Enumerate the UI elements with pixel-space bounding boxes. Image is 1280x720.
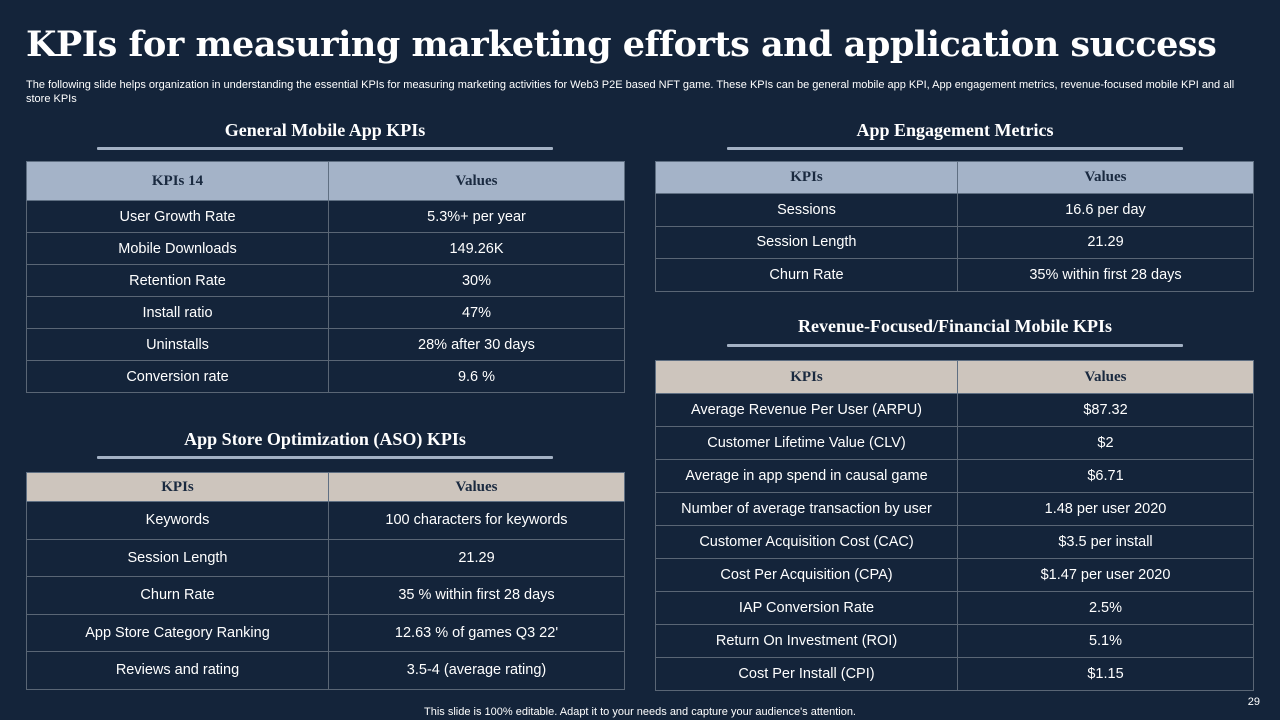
- engagement-col-values-header: Values: [957, 161, 1254, 194]
- kpi-name-cell: Uninstalls: [26, 328, 329, 361]
- table-row: Session Length 21.29: [26, 538, 625, 577]
- kpi-name-cell: Install ratio: [26, 296, 329, 329]
- kpi-value-cell: 28% after 30 days: [328, 328, 625, 361]
- kpi-value-cell: $6.71: [957, 459, 1254, 493]
- kpi-name-cell: Customer Lifetime Value (CLV): [655, 426, 958, 460]
- engagement-table: KPIs Values Sessions 16.6 per day Session …: [655, 161, 1254, 292]
- table-row: Install ratio 47%: [26, 296, 625, 329]
- table-row: Mobile Downloads 149.26K: [26, 232, 625, 265]
- kpi-name-cell: Average in app spend in causal game: [655, 459, 958, 493]
- kpi-value-cell: 100 characters for keywords: [328, 501, 625, 540]
- kpi-name-cell: Mobile Downloads: [26, 232, 329, 265]
- table-row: Cost Per Acquisition (CPA) $1.47 per user…: [655, 558, 1254, 592]
- general-kpis-table: KPIs 14 Values User Growth Rate 5.3%+ per…: [26, 161, 625, 393]
- table-row: Keywords 100 characters for keywords: [26, 501, 625, 540]
- table-row: Customer Acquisition Cost (CAC) $3.5 per …: [655, 525, 1254, 559]
- kpi-value-cell: 21.29: [957, 225, 1254, 259]
- table-row: Session Length 21.29: [655, 225, 1254, 259]
- table-row: Reviews and rating 3.5-4 (average rating): [26, 651, 625, 690]
- kpi-name-cell: IAP Conversion Rate: [655, 591, 958, 625]
- kpi-name-cell: Customer Acquisition Cost (CAC): [655, 525, 958, 559]
- table-row: Average in app spend in causal game $6.71: [655, 459, 1254, 493]
- kpi-value-cell: $1.15: [957, 657, 1254, 691]
- kpi-value-cell: $87.32: [957, 393, 1254, 427]
- kpi-value-cell: $3.5 per install: [957, 525, 1254, 559]
- kpi-name-cell: Average Revenue Per User (ARPU): [655, 393, 958, 427]
- kpi-name-cell: Return On Investment (ROI): [655, 624, 958, 658]
- kpi-value-cell: 5.3%+ per year: [328, 200, 625, 233]
- table-row: Return On Investment (ROI) 5.1%: [655, 624, 1254, 658]
- kpi-value-cell: 35% within first 28 days: [957, 258, 1254, 292]
- table-row: IAP Conversion Rate 2.5%: [655, 591, 1254, 625]
- slide-subtitle: The following slide helps organization i…: [26, 79, 1235, 105]
- kpi-name-cell: Retention Rate: [26, 264, 329, 297]
- table-row: Conversion rate 9.6 %: [26, 360, 625, 393]
- table-row: App Store Category Ranking 12.63 % of gam…: [26, 613, 625, 652]
- table-row: Uninstalls 28% after 30 days: [26, 328, 625, 361]
- table-row: Sessions 16.6 per day: [655, 193, 1254, 227]
- table-row: Cost Per Install (CPI) $1.15: [655, 657, 1254, 691]
- kpi-name-cell: Churn Rate: [26, 576, 329, 615]
- kpi-name-cell: User Growth Rate: [26, 200, 329, 233]
- table-row: Churn Rate 35% within first 28 days: [655, 258, 1254, 292]
- engagement-col-kpis-header: KPIs: [655, 161, 958, 194]
- kpi-value-cell: 9.6 %: [328, 360, 625, 393]
- aso-kpis-heading-rule: [97, 456, 553, 459]
- kpi-value-cell: 5.1%: [957, 624, 1254, 658]
- kpi-value-cell: 35 % within first 28 days: [328, 576, 625, 615]
- general-kpis-heading-rule: [97, 147, 553, 150]
- general-col-kpis-header: KPIs 14: [26, 161, 329, 201]
- table-row: Retention Rate 30%: [26, 264, 625, 297]
- table-row: Churn Rate 35 % within first 28 days: [26, 576, 625, 615]
- kpi-name-cell: Keywords: [26, 501, 329, 540]
- general-kpis-heading: General Mobile App KPIs: [224, 120, 426, 140]
- table-row: Average Revenue Per User (ARPU) $87.32: [655, 393, 1254, 427]
- aso-col-kpis-header: KPIs: [26, 472, 329, 502]
- page-number: 29: [1247, 696, 1260, 708]
- revenue-col-kpis-header: KPIs: [655, 360, 958, 394]
- footer-note: This slide is 100% editable. Adapt it to…: [424, 706, 856, 718]
- kpi-name-cell: Sessions: [655, 193, 958, 227]
- kpi-value-cell: 30%: [328, 264, 625, 297]
- kpi-value-cell: 2.5%: [957, 591, 1254, 625]
- slide-title: KPIs for measuring marketing efforts and…: [26, 24, 1217, 65]
- table-row: User Growth Rate 5.3%+ per year: [26, 200, 625, 233]
- kpi-value-cell: 12.63 % of games Q3 22': [328, 613, 625, 652]
- revenue-col-values-header: Values: [957, 360, 1254, 394]
- aso-kpis-heading: App Store Optimization (ASO) KPIs: [184, 429, 466, 449]
- kpi-name-cell: Cost Per Acquisition (CPA): [655, 558, 958, 592]
- engagement-heading: App Engagement Metrics: [856, 120, 1054, 140]
- engagement-heading-rule: [727, 147, 1183, 150]
- revenue-heading-rule: [727, 344, 1183, 347]
- kpi-name-cell: App Store Category Ranking: [26, 613, 329, 652]
- kpi-name-cell: Session Length: [655, 225, 958, 259]
- kpi-value-cell: $1.47 per user 2020: [957, 558, 1254, 592]
- kpi-name-cell: Number of average transaction by user: [655, 492, 958, 526]
- kpi-value-cell: 149.26K: [328, 232, 625, 265]
- kpi-name-cell: Cost Per Install (CPI): [655, 657, 958, 691]
- kpi-value-cell: 1.48 per user 2020: [957, 492, 1254, 526]
- kpi-value-cell: 21.29: [328, 538, 625, 577]
- aso-kpis-table: KPIs Values Keywords 100 characters for k…: [26, 472, 625, 690]
- kpi-name-cell: Conversion rate: [26, 360, 329, 393]
- revenue-heading: Revenue-Focused/Financial Mobile KPIs: [798, 316, 1112, 336]
- table-row: Customer Lifetime Value (CLV) $2: [655, 426, 1254, 460]
- kpi-name-cell: Reviews and rating: [26, 651, 329, 690]
- kpi-value-cell: 3.5-4 (average rating): [328, 651, 625, 690]
- revenue-table: KPIs Values Average Revenue Per User (AR…: [655, 360, 1254, 691]
- aso-col-values-header: Values: [328, 472, 625, 502]
- kpi-value-cell: $2: [957, 426, 1254, 460]
- kpi-name-cell: Churn Rate: [655, 258, 958, 292]
- general-col-values-header: Values: [328, 161, 625, 201]
- table-row: Number of average transaction by user 1.4…: [655, 492, 1254, 526]
- kpi-value-cell: 47%: [328, 296, 625, 329]
- kpi-name-cell: Session Length: [26, 538, 329, 577]
- kpi-value-cell: 16.6 per day: [957, 193, 1254, 227]
